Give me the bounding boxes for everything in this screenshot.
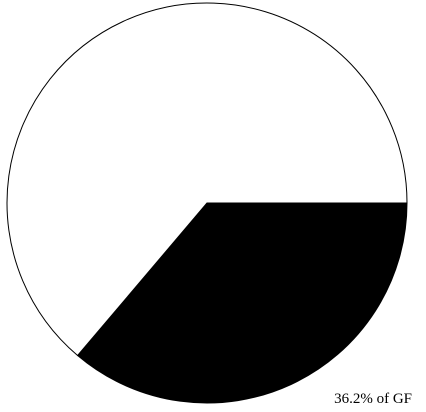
pie-slice	[76, 202, 408, 404]
pie-slice	[6, 2, 408, 357]
slice-label: 36.2% of GF	[334, 391, 412, 407]
